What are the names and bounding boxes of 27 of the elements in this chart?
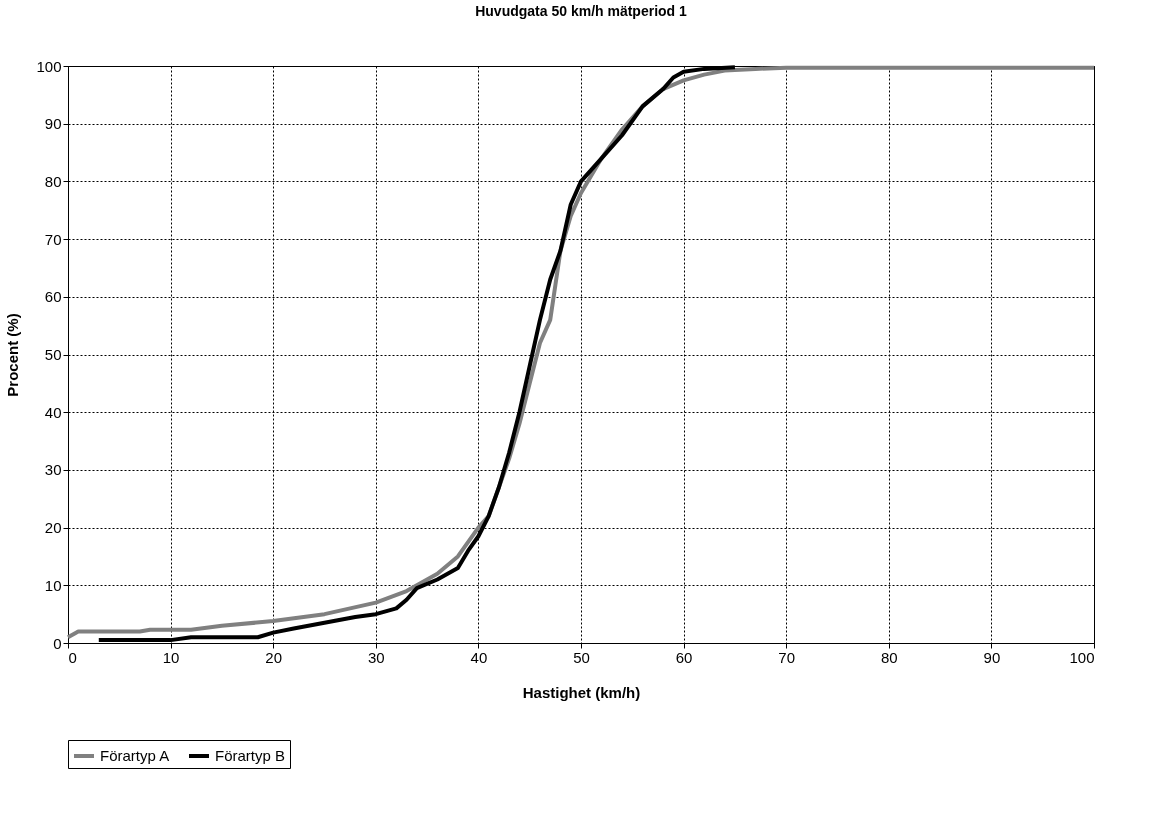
x-tick-label: 100 [1069,648,1095,666]
y-tick-label: 40 [44,403,62,421]
x-tick-label: 60 [675,648,693,666]
chart-title: Huvudgata 50 km/h mätperiod 1 [475,3,688,19]
y-tick-label: 30 [44,461,62,479]
y-tick-label: 100 [36,57,62,75]
x-tick-label: 50 [573,648,590,666]
y-tick-label: 90 [44,115,62,133]
x-tick-label: 40 [470,648,488,666]
x-tick-label: 80 [880,648,898,666]
x-tick-label: 30 [367,648,385,666]
x-tick-label: 70 [778,648,796,666]
y-tick-label: 20 [44,519,62,537]
y-tick-label: 0 [53,634,62,652]
y-tick-label: 60 [44,288,62,306]
x-tick-label: 0 [68,648,77,666]
x-tick-label: 20 [265,648,283,666]
y-tick-label: 10 [44,576,62,594]
y-tick-label: 80 [44,172,62,190]
legend-label: Förartyp A [100,747,170,764]
y-tick-label: 70 [44,230,62,248]
x-axis-title: Hastighet (km/h) [522,683,641,701]
y-axis-title: Procent (%) [4,313,22,397]
x-tick-label: 90 [983,648,1001,666]
y-tick-label: 50 [44,346,62,363]
legend-label: Förartyp B [215,747,286,764]
x-tick-label: 10 [162,648,180,666]
